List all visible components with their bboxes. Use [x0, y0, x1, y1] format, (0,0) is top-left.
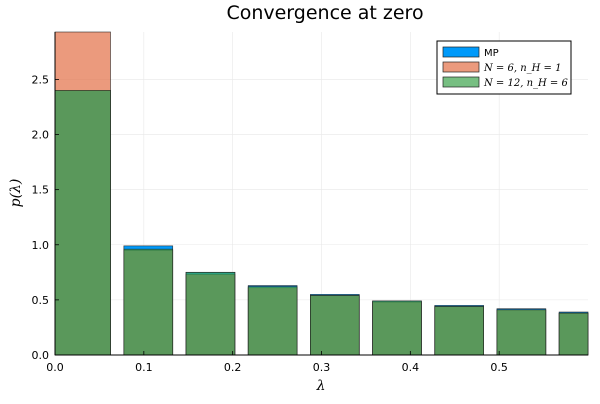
bar-series-2-bin-0	[54, 90, 111, 356]
axes	[54, 32, 588, 356]
legend-label: N = 12, n_H = 6	[483, 78, 568, 89]
bar-series-2-bin-8	[558, 312, 589, 356]
bar-series-2-bin-3	[247, 286, 298, 356]
x-tick-label: 0.4	[402, 361, 420, 374]
bars	[54, 31, 589, 356]
bar-series-2-bin-7	[496, 309, 547, 356]
x-tick-label: 0.0	[46, 361, 64, 374]
bar-series-2-bin-5	[372, 300, 422, 356]
x-tick-label: 0.2	[224, 361, 242, 374]
y-tick-label: 0.5	[32, 294, 50, 307]
legend-swatch	[442, 76, 480, 88]
chart-title: Convergence at zero	[226, 2, 423, 24]
tick-labels: 0.0 0.1 0.2 0.3 0.4 0.5 0.0 0.5 1.0 1.5 2.0 2.5	[32, 73, 508, 374]
legend-swatch	[442, 46, 480, 58]
bar-series-2-bin-4	[310, 295, 360, 356]
x-tick-label: 0.1	[135, 361, 153, 374]
bar-series-2-bin-6	[434, 306, 484, 356]
y-tick-label: 1.5	[32, 184, 50, 197]
legend-swatch	[442, 61, 480, 73]
y-tick-label: 1.0	[32, 239, 50, 252]
legend: MP N = 6, n_H = 1 N = 12, n_H = 6	[436, 40, 572, 95]
x-tick-label: 0.3	[313, 361, 331, 374]
x-axis-label: λ	[316, 378, 326, 394]
y-tick-label: 2.0	[32, 129, 50, 142]
bar-series-2-bin-2	[185, 271, 236, 356]
y-tick-label: 2.5	[32, 73, 50, 86]
legend-label: N = 6, n_H = 1	[483, 63, 561, 74]
y-axis-label: p(λ)	[8, 179, 24, 208]
y-tick-label: 0.0	[32, 349, 50, 362]
bar-series-2-bin-1	[123, 248, 174, 356]
legend-label: MP	[484, 48, 499, 59]
x-tick-label: 0.5	[490, 361, 508, 374]
